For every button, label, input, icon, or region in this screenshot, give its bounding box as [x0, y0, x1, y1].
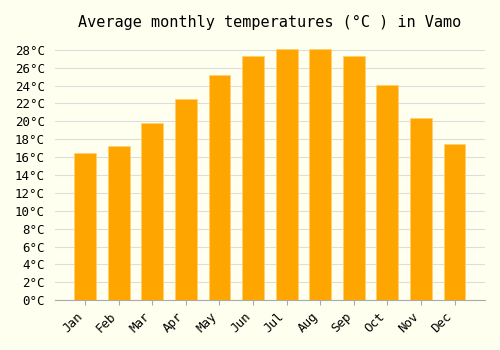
Bar	[410, 118, 432, 300]
Bar	[74, 153, 96, 300]
Bar	[142, 123, 164, 300]
Bar	[343, 56, 364, 300]
Bar	[175, 99, 197, 300]
Bar	[108, 146, 130, 300]
Bar	[242, 56, 264, 300]
Title: Average monthly temperatures (°C ) in Vamo: Average monthly temperatures (°C ) in Va…	[78, 15, 462, 30]
Bar	[310, 49, 331, 300]
Bar	[376, 85, 398, 300]
Bar	[444, 144, 466, 300]
Bar	[276, 49, 297, 300]
Bar	[208, 75, 231, 300]
